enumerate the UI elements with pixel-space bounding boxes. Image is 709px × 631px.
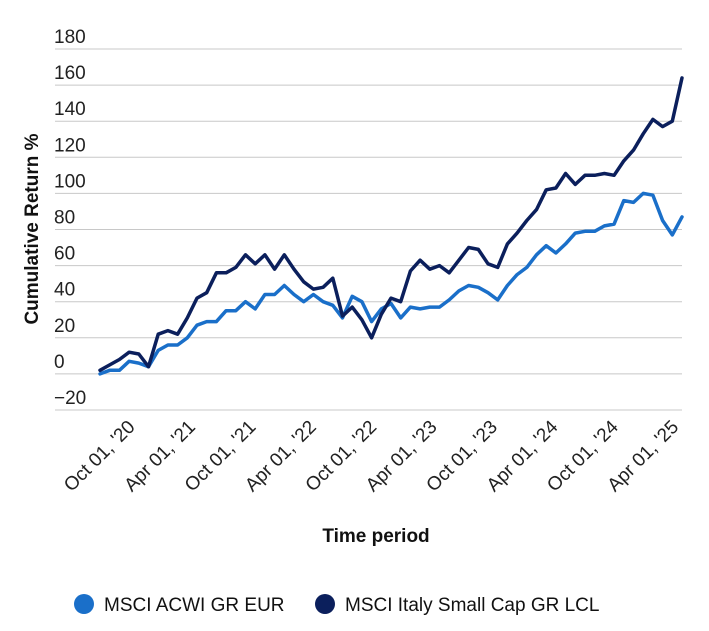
legend-marker-italy — [315, 594, 335, 614]
y-tick-label: 80 — [54, 208, 75, 229]
y-tick-label: 100 — [54, 171, 86, 192]
x-axis-title: Time period — [322, 526, 429, 547]
y-tick-label: 120 — [54, 135, 86, 156]
y-axis-ticks: 180 160 140 120 100 80 60 40 20 0 −20 — [54, 27, 86, 409]
y-tick-label: −20 — [54, 388, 86, 409]
y-tick-label: 140 — [54, 99, 86, 120]
legend-label-italy: MSCI Italy Small Cap GR LCL — [345, 595, 599, 616]
series-lines — [98, 76, 684, 376]
y-tick-label: 20 — [54, 316, 75, 337]
legend: MSCI ACWI GR EUR MSCI Italy Small Cap GR… — [74, 594, 599, 616]
legend-marker-acwi — [74, 594, 94, 614]
legend-label-acwi: MSCI ACWI GR EUR — [104, 595, 285, 616]
y-tick-label: 0 — [54, 352, 65, 373]
series-line-acwi — [98, 191, 684, 376]
gridlines — [55, 48, 682, 411]
y-tick-label: 160 — [54, 63, 86, 84]
y-tick-label: 40 — [54, 280, 75, 301]
y-tick-label: 180 — [54, 27, 86, 48]
series-line-italy — [98, 76, 684, 373]
y-axis-title: Cumulative Return % — [22, 133, 43, 324]
y-tick-label: 60 — [54, 244, 75, 265]
